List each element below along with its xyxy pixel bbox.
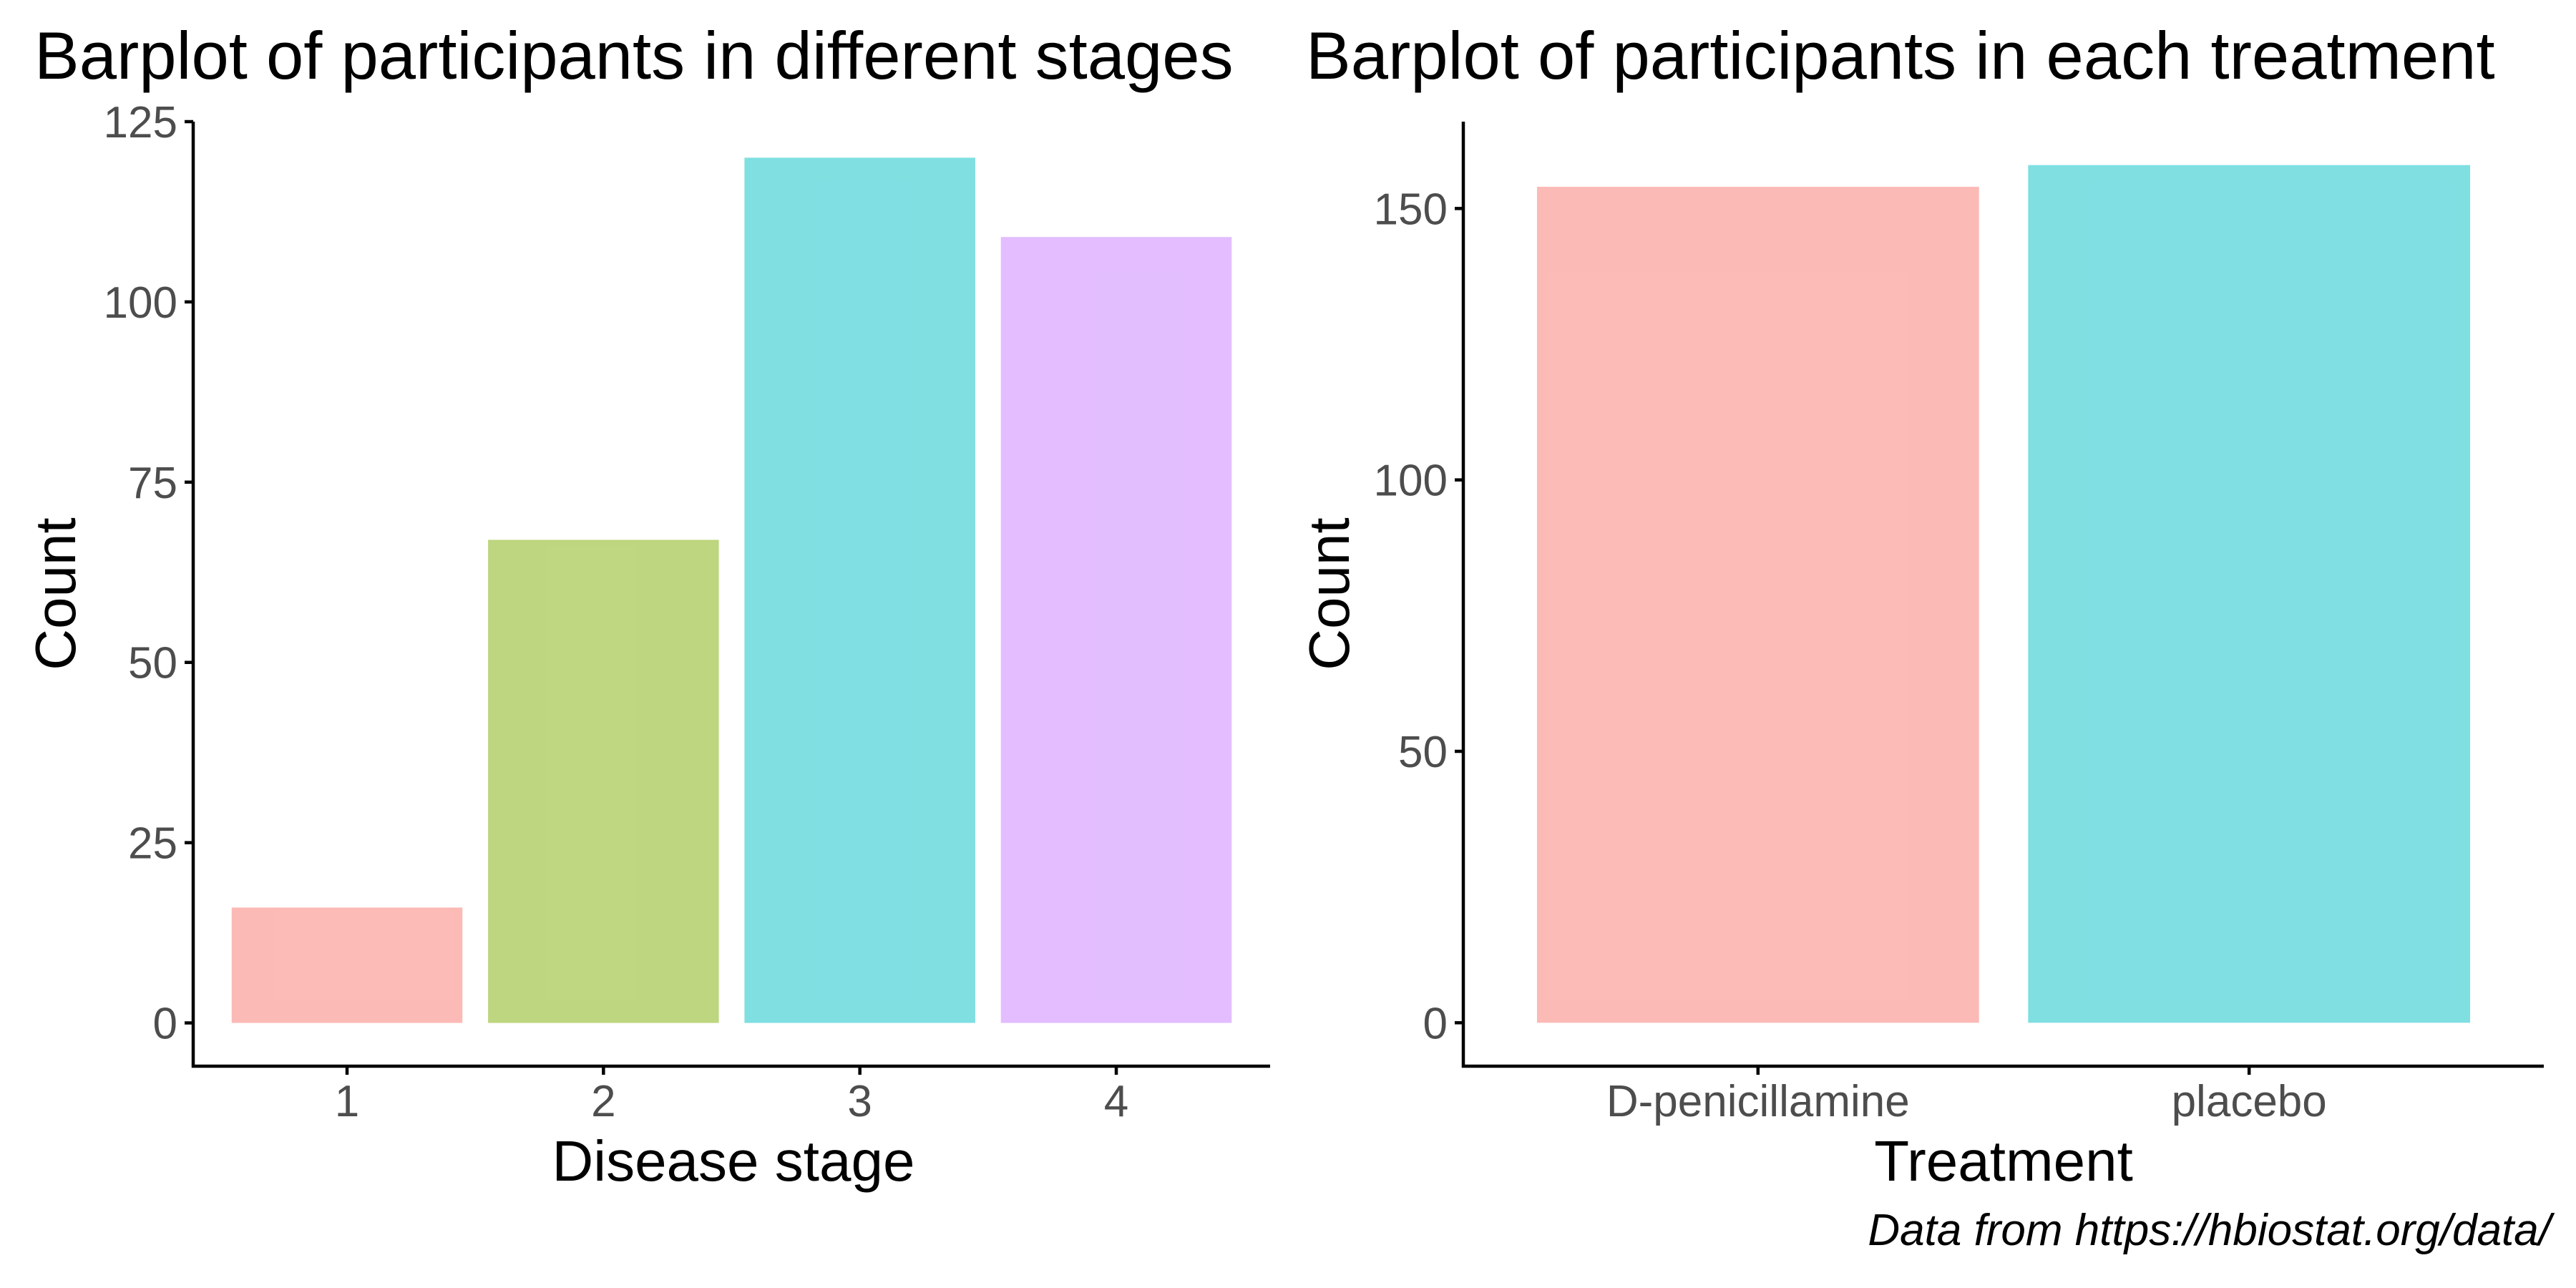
stage-barplot-panel: Barplot of participants in different sta… bbox=[24, 18, 1270, 1193]
treatment-y-tick-label: 100 bbox=[1374, 457, 1448, 506]
stage-x-axis-title: Disease stage bbox=[552, 1129, 915, 1193]
stage-y-tick-labels: 0 25 50 75 100 125 bbox=[104, 98, 177, 1049]
stage-y-tick-label: 75 bbox=[128, 459, 177, 508]
treatment-bar-2 bbox=[2028, 165, 2471, 1023]
stage-bar-2 bbox=[488, 540, 719, 1023]
stage-chart-title: Barplot of participants in different sta… bbox=[34, 18, 1234, 93]
treatment-y-tick-label: 150 bbox=[1374, 185, 1448, 234]
stage-y-tick-label: 125 bbox=[104, 98, 177, 147]
stage-x-tick-label: 1 bbox=[335, 1077, 359, 1126]
treatment-y-axis-title: Count bbox=[1297, 517, 1361, 670]
stage-x-tick-label: 2 bbox=[591, 1077, 615, 1126]
stage-y-tick-label: 25 bbox=[128, 819, 177, 869]
treatment-x-tick-label: D-penicillamine bbox=[1606, 1077, 1910, 1126]
treatment-x-axis-title: Treatment bbox=[1874, 1129, 2133, 1193]
treatment-x-tick-labels: D-penicillamine placebo bbox=[1606, 1077, 2327, 1126]
treatment-y-tick-labels: 0 50 100 150 bbox=[1374, 185, 1448, 1048]
stage-bar-1 bbox=[231, 907, 463, 1023]
treatment-y-tick-label: 0 bbox=[1423, 999, 1448, 1048]
stage-bar-4 bbox=[1000, 237, 1232, 1023]
treatment-bar-1 bbox=[1536, 187, 1979, 1023]
stage-y-axis-title: Count bbox=[24, 517, 87, 670]
stage-y-tick-label: 0 bbox=[153, 1000, 177, 1049]
stage-y-tick-label: 50 bbox=[128, 639, 177, 688]
treatment-barplot-panel: Barplot of participants in each treatmen… bbox=[1297, 18, 2544, 1193]
stage-x-tick-label: 4 bbox=[1104, 1077, 1128, 1126]
stage-bar-3 bbox=[744, 157, 975, 1023]
treatment-x-tick-label: placebo bbox=[2172, 1077, 2327, 1126]
stage-axes bbox=[185, 119, 1270, 1075]
treatment-y-tick-label: 50 bbox=[1398, 728, 1448, 777]
stage-x-tick-label: 3 bbox=[847, 1077, 872, 1126]
treatment-axes bbox=[1455, 122, 2544, 1075]
stage-y-tick-label: 100 bbox=[104, 278, 177, 328]
stage-bars bbox=[231, 157, 1232, 1023]
treatment-bars bbox=[1536, 165, 2471, 1023]
stage-x-tick-labels: 1 2 3 4 bbox=[335, 1077, 1128, 1126]
data-source-caption: Data from https://hbiostat.org/data/ bbox=[1868, 1206, 2555, 1255]
treatment-chart-title: Barplot of participants in each treatmen… bbox=[1306, 18, 2495, 93]
